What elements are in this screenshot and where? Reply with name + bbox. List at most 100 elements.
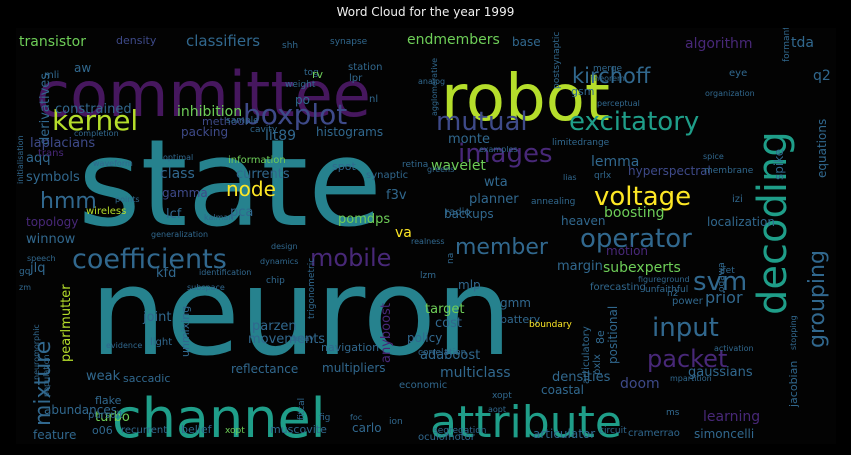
word-equations: equations (815, 119, 829, 178)
word-gamma: gamma (162, 186, 208, 200)
word-spike: spike (772, 149, 786, 180)
word-wireless: wireless (86, 206, 126, 217)
word-foc: foc (350, 413, 362, 422)
word-organization: organization (705, 89, 755, 98)
word-lcf: lcf (166, 207, 182, 222)
word-synapse: synapse (330, 37, 368, 47)
word-planner: planner (469, 192, 519, 207)
word-evidence: evidence (106, 341, 142, 350)
word-pxlx: pxlx (592, 354, 603, 375)
word-adaboost: adaboost (420, 348, 480, 363)
word-coastal: coastal (541, 383, 584, 397)
word-weak: weak (86, 369, 121, 384)
word-robot: robot (441, 62, 610, 136)
word-points: points (115, 195, 140, 204)
word-correlation: correlation (418, 348, 466, 358)
word-eye: eye (729, 68, 747, 79)
word-spot: spot (332, 160, 356, 173)
word-realness: realness (411, 237, 445, 246)
word-radio: radio (445, 207, 470, 218)
word-mobile: mobile (310, 244, 391, 272)
word-circuit: circuit (599, 426, 627, 436)
word-decay: decay (290, 334, 314, 343)
word-identification: identification (199, 268, 251, 277)
word-weight: weight (285, 80, 316, 90)
word-recurrent: recurrent (121, 425, 167, 436)
word-channel: channel (112, 387, 326, 444)
word-aqq: aqq (26, 151, 50, 166)
word-tog: tog (304, 68, 319, 78)
word-kfd: kfd (156, 266, 176, 281)
word-gaussians: gaussians (688, 365, 753, 380)
word-boundary: boundary (529, 320, 573, 330)
word-inhibition: inhibition (177, 104, 242, 120)
word-topology: topology (26, 215, 78, 229)
word-packet: packet (647, 345, 727, 373)
word-trans: trans (38, 148, 64, 159)
word-monte: monte (448, 132, 490, 147)
word-annealing: annealing (531, 197, 575, 207)
word-population: population (42, 354, 51, 397)
word-n2: n2 (667, 289, 678, 299)
word-navigation: navigation (321, 341, 379, 354)
word-fitcal: fitcal (297, 398, 307, 420)
word-forecasting: forecasting (590, 282, 646, 293)
word-belief: belief (181, 423, 213, 436)
word-classifiers: classifiers (186, 32, 260, 50)
word-cavity: cavity (250, 125, 278, 135)
word-q2: q2 (813, 68, 831, 84)
word-spice: spice (703, 152, 724, 161)
word-f3v: f3v (386, 188, 407, 203)
word-pomdps: pomdps (338, 212, 390, 227)
word-committee: committee (36, 58, 371, 131)
word-lias: lias (563, 173, 577, 182)
word-retina: retina (402, 160, 428, 170)
word-anyboost: anyboost (379, 303, 394, 363)
word-greens: greens (427, 165, 454, 174)
word-wavelet: wavelet (431, 158, 486, 174)
word-kalman: kalman (204, 213, 233, 222)
word-mixture: mixture (31, 341, 56, 426)
word-examples: examples (479, 145, 518, 154)
word-pca: pca (230, 205, 253, 220)
word-design: design (271, 242, 298, 251)
word-boxplot: boxplot (243, 98, 347, 131)
word-hyperspectral: hyperspectral (628, 164, 711, 178)
word-cost: cost (435, 316, 462, 331)
word-analog: analog (418, 77, 445, 86)
word-formant: formant (782, 28, 792, 62)
word-jfet: jfet (719, 266, 735, 276)
word-turbo: turbo (95, 410, 130, 425)
word-voltage: voltage (594, 182, 691, 212)
word-prior: prior (705, 288, 743, 307)
word-wta: wta (484, 175, 508, 190)
word-pearlmutter: pearlmutter (59, 284, 74, 362)
word-speech: speech (27, 254, 56, 263)
word-flake: flake (95, 394, 122, 407)
word-tda: tda (791, 35, 814, 51)
word-lpr: lpr (349, 73, 363, 84)
word-initialisation: initialisation (16, 135, 25, 184)
word-cramerrao: cramerrao (628, 428, 680, 439)
word-parzen: parzen (252, 319, 297, 334)
word-attribute: attribute (430, 397, 622, 444)
word-images: images (458, 139, 553, 169)
word-synaptic: synaptic (366, 170, 408, 181)
word-completion: completion (74, 129, 119, 138)
word-agglomerative: agglomerative (430, 58, 439, 116)
word-subspace: subspace (187, 283, 225, 292)
word-neuron: neuron (90, 244, 512, 383)
word-motion: motion (606, 244, 648, 258)
word-constrained: constrained (55, 102, 132, 117)
word-trigonometric: trigonometric (307, 258, 317, 319)
word-power: power (672, 296, 704, 307)
word-svm: svm (693, 267, 747, 297)
word-dynamics: dynamics (260, 257, 298, 266)
word-histograms: histograms (316, 125, 383, 139)
word-coefficients: coefficients (72, 244, 227, 275)
word-cloud-canvas: state neuron committee robot channel attribut… (16, 28, 836, 444)
word-backups: backups (444, 207, 494, 221)
word-fig: fig (319, 413, 330, 423)
word-shh: shh (282, 41, 298, 51)
word-input: input (652, 313, 719, 343)
